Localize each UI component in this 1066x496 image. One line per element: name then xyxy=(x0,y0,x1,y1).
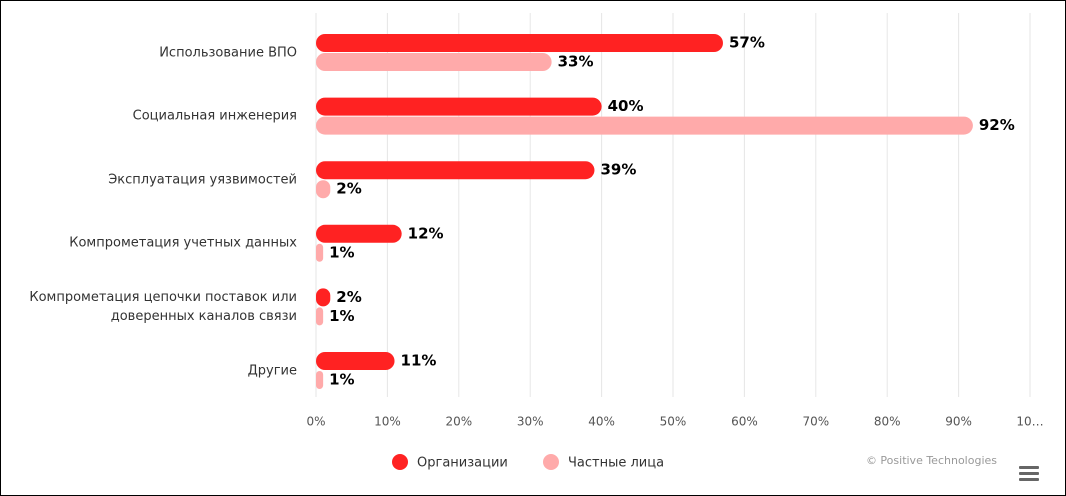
legend-label[interactable]: Организации xyxy=(417,456,508,471)
value-label: 12% xyxy=(408,224,444,242)
value-label: 40% xyxy=(608,97,644,115)
x-tick-label: 10% xyxy=(374,415,401,429)
value-label: 2% xyxy=(336,288,361,306)
value-label: 2% xyxy=(336,180,361,198)
x-tick-label: 10… xyxy=(1016,415,1043,429)
value-label: 33% xyxy=(558,53,594,71)
bar xyxy=(316,161,595,180)
x-tick-label: 70% xyxy=(802,415,829,429)
menu-button[interactable] xyxy=(1019,466,1039,481)
grid xyxy=(315,13,1031,397)
x-tick-label: 60% xyxy=(731,415,758,429)
x-tick-label: 90% xyxy=(945,415,972,429)
bar xyxy=(316,97,602,116)
bar xyxy=(316,53,552,71)
bar xyxy=(316,224,402,243)
credits: © Positive Technologies xyxy=(866,454,997,467)
bar xyxy=(316,116,973,135)
category-label: Социальная инженерия xyxy=(132,108,297,124)
bar xyxy=(316,243,324,262)
value-label: 57% xyxy=(729,34,765,52)
category-label: Эксплуатация уязвимостей xyxy=(108,172,297,188)
x-tick-label: 20% xyxy=(445,415,472,429)
legend-marker xyxy=(543,454,559,470)
x-tick-label: 80% xyxy=(874,415,901,429)
category-label: Компрометация учетных данных xyxy=(69,235,297,251)
legend-label[interactable]: Частные лица xyxy=(568,456,664,471)
value-label: 1% xyxy=(329,243,354,261)
value-label: 1% xyxy=(329,307,354,325)
category-label: Другие xyxy=(247,363,297,378)
x-tick-label: 30% xyxy=(517,415,544,429)
bar xyxy=(316,288,331,307)
legend-marker xyxy=(392,454,408,470)
bar xyxy=(316,34,723,52)
bar xyxy=(316,352,395,370)
x-tick-label: 0% xyxy=(306,415,325,429)
category-label: Компрометация цепочки поставок или довер… xyxy=(29,289,297,324)
bar xyxy=(316,371,324,389)
value-label: 92% xyxy=(979,116,1015,134)
x-tick-label: 50% xyxy=(660,415,687,429)
x-tick-label: 40% xyxy=(588,415,615,429)
value-label: 11% xyxy=(401,352,437,370)
value-label: 1% xyxy=(329,371,354,389)
category-label: Использование ВПО xyxy=(159,45,297,60)
bar xyxy=(316,180,331,199)
value-label: 39% xyxy=(600,161,636,179)
bar xyxy=(316,307,324,326)
